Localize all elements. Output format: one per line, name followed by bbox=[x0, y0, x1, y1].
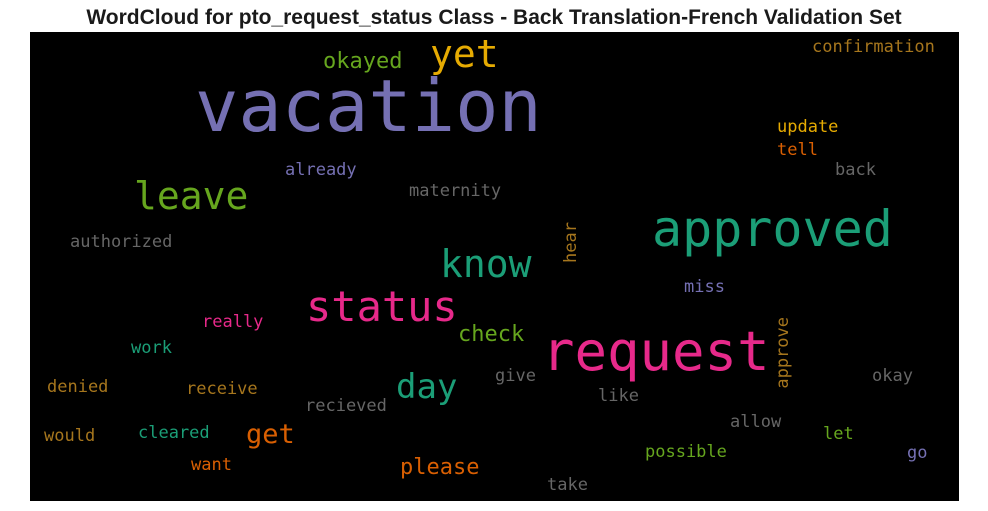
word-receive: receive bbox=[186, 379, 258, 399]
page-title: WordCloud for pto_request_status Class -… bbox=[86, 6, 902, 29]
word-yet: yet bbox=[430, 32, 499, 76]
word-let: let bbox=[823, 424, 854, 444]
word-would: would bbox=[44, 426, 96, 446]
word-go: go bbox=[907, 443, 928, 463]
word-status: status bbox=[306, 282, 458, 331]
word-okayed: okayed bbox=[323, 49, 403, 74]
word-okay: okay bbox=[872, 366, 913, 386]
word-check: check bbox=[458, 322, 525, 347]
word-possible: possible bbox=[645, 442, 727, 462]
word-miss: miss bbox=[684, 277, 725, 297]
word-already: already bbox=[285, 160, 357, 180]
word-really: really bbox=[202, 312, 264, 332]
word-get: get bbox=[246, 419, 295, 450]
word-tell: tell bbox=[777, 140, 818, 160]
word-recieved: recieved bbox=[305, 396, 387, 416]
word-back: back bbox=[835, 160, 876, 180]
word-update: update bbox=[777, 117, 839, 137]
word-work: work bbox=[131, 338, 172, 358]
word-cloud: vacation request approved status leave k… bbox=[30, 32, 959, 501]
word-approved: approved bbox=[652, 200, 893, 258]
word-day: day bbox=[396, 367, 458, 407]
word-leave: leave bbox=[134, 174, 249, 218]
word-authorized: authorized bbox=[70, 232, 173, 252]
word-confirmation: confirmation bbox=[812, 37, 935, 57]
word-give: give bbox=[495, 366, 536, 386]
word-cleared: cleared bbox=[138, 423, 210, 443]
word-know: know bbox=[440, 242, 532, 286]
word-vacation: vacation bbox=[195, 64, 542, 148]
word-denied: denied bbox=[47, 377, 109, 397]
word-want: want bbox=[191, 455, 232, 475]
word-please: please bbox=[400, 455, 480, 480]
word-request: request bbox=[542, 320, 770, 383]
word-hear: hear bbox=[561, 222, 581, 263]
word-allow: allow bbox=[730, 412, 782, 432]
word-maternity: maternity bbox=[409, 181, 502, 201]
word-take: take bbox=[547, 475, 588, 495]
word-approve: approve bbox=[773, 317, 793, 389]
word-like: like bbox=[598, 386, 639, 406]
